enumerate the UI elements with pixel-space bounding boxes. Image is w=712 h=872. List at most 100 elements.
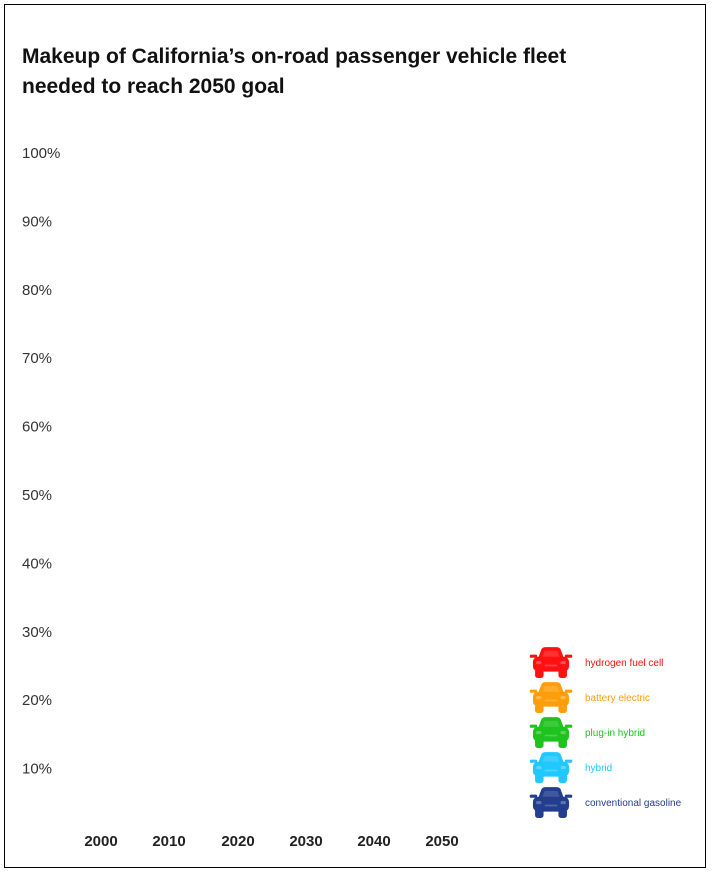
car-icon — [285, 206, 327, 237]
legend-label: hybrid — [585, 763, 612, 774]
y-tick-label: 30% — [22, 624, 52, 641]
car-icon — [148, 309, 190, 340]
car-icon — [285, 412, 327, 443]
car-icon — [353, 172, 395, 203]
car-icon — [421, 446, 463, 477]
car-icon — [285, 480, 327, 511]
car-icon — [148, 514, 190, 545]
legend-label: hydrogen fuel cell — [585, 658, 663, 669]
y-tick-label: 50% — [22, 487, 52, 504]
car-icon — [80, 480, 122, 511]
x-tick-label: 2000 — [84, 833, 117, 850]
car-icon — [421, 583, 463, 614]
legend-item-plug-in-hybrid: plug-in hybrid — [529, 717, 645, 748]
car-icon — [285, 583, 327, 614]
car-icon — [80, 583, 122, 614]
car-icon — [353, 412, 395, 443]
car-icon — [421, 206, 463, 237]
car-icon — [285, 788, 327, 819]
car-icon — [353, 514, 395, 545]
column-2030 — [285, 138, 327, 819]
legend-label: plug-in hybrid — [585, 728, 645, 739]
y-tick-label: 100% — [22, 145, 60, 162]
y-tick-label: 10% — [22, 761, 52, 778]
car-icon — [421, 754, 463, 785]
y-tick-label: 60% — [22, 419, 52, 436]
car-icon — [285, 514, 327, 545]
car-icon — [80, 685, 122, 716]
car-icon — [217, 651, 259, 682]
car-icon — [80, 719, 122, 750]
x-tick-label: 2010 — [152, 833, 185, 850]
car-icon — [285, 138, 327, 169]
car-icon — [217, 446, 259, 477]
car-icon — [285, 275, 327, 306]
column-2010 — [148, 138, 190, 819]
car-icon — [421, 377, 463, 408]
car-icon — [217, 617, 259, 648]
car-icon — [80, 138, 122, 169]
car-icon — [148, 480, 190, 511]
car-icon — [148, 651, 190, 682]
car-icon — [353, 138, 395, 169]
car-icon — [285, 685, 327, 716]
car-icon — [217, 412, 259, 443]
car-icon — [285, 446, 327, 477]
car-icon — [421, 788, 463, 819]
car-icon — [80, 651, 122, 682]
car-icon — [148, 617, 190, 648]
car-icon — [217, 138, 259, 169]
car-icon — [217, 275, 259, 306]
car-icon — [148, 548, 190, 579]
car-icon — [148, 719, 190, 750]
chart-frame — [4, 4, 706, 868]
car-icon — [285, 754, 327, 785]
car-icon — [421, 172, 463, 203]
car-icon — [80, 754, 122, 785]
car-icon — [80, 309, 122, 340]
car-icon — [148, 788, 190, 819]
column-2040 — [353, 138, 395, 819]
car-icon — [353, 206, 395, 237]
column-2020 — [217, 138, 259, 819]
car-icon — [353, 343, 395, 374]
car-icon — [285, 719, 327, 750]
car-icon — [421, 514, 463, 545]
car-icon — [353, 548, 395, 579]
legend-item-hybrid: hybrid — [529, 752, 612, 783]
car-icon — [285, 343, 327, 374]
car-icon — [353, 754, 395, 785]
icon-columns — [80, 138, 463, 819]
column-2050 — [421, 138, 463, 819]
car-icon — [217, 548, 259, 579]
column-2000 — [80, 138, 122, 819]
car-icon — [80, 206, 122, 237]
car-icon — [217, 583, 259, 614]
car-icon — [148, 172, 190, 203]
y-axis: 10% 20% 30% 40% 50% 60% 70% 80% 90% 100% — [22, 145, 60, 778]
car-icon — [217, 343, 259, 374]
car-icon — [353, 241, 395, 272]
car-icon — [80, 275, 122, 306]
car-icon — [217, 172, 259, 203]
car-icon — [148, 275, 190, 306]
car-icon — [217, 719, 259, 750]
car-icon — [285, 377, 327, 408]
legend-label: conventional gasoline — [585, 798, 682, 809]
car-icon — [80, 548, 122, 579]
x-axis: 2000 2010 2020 2030 2040 2050 — [84, 833, 458, 850]
car-icon — [421, 241, 463, 272]
car-icon — [217, 206, 259, 237]
legend-item-conventional-gasoline: conventional gasoline — [529, 787, 682, 818]
car-icon — [148, 206, 190, 237]
legend-item-battery-electric: battery electric — [529, 682, 650, 713]
car-icon — [148, 377, 190, 408]
x-tick-label: 2030 — [289, 833, 322, 850]
car-icon — [421, 309, 463, 340]
car-icon — [217, 685, 259, 716]
car-icon — [148, 343, 190, 374]
car-icon — [80, 241, 122, 272]
car-icon — [421, 685, 463, 716]
car-icon — [148, 754, 190, 785]
legend-item-hydrogen-fuel-cell: hydrogen fuel cell — [529, 647, 663, 678]
